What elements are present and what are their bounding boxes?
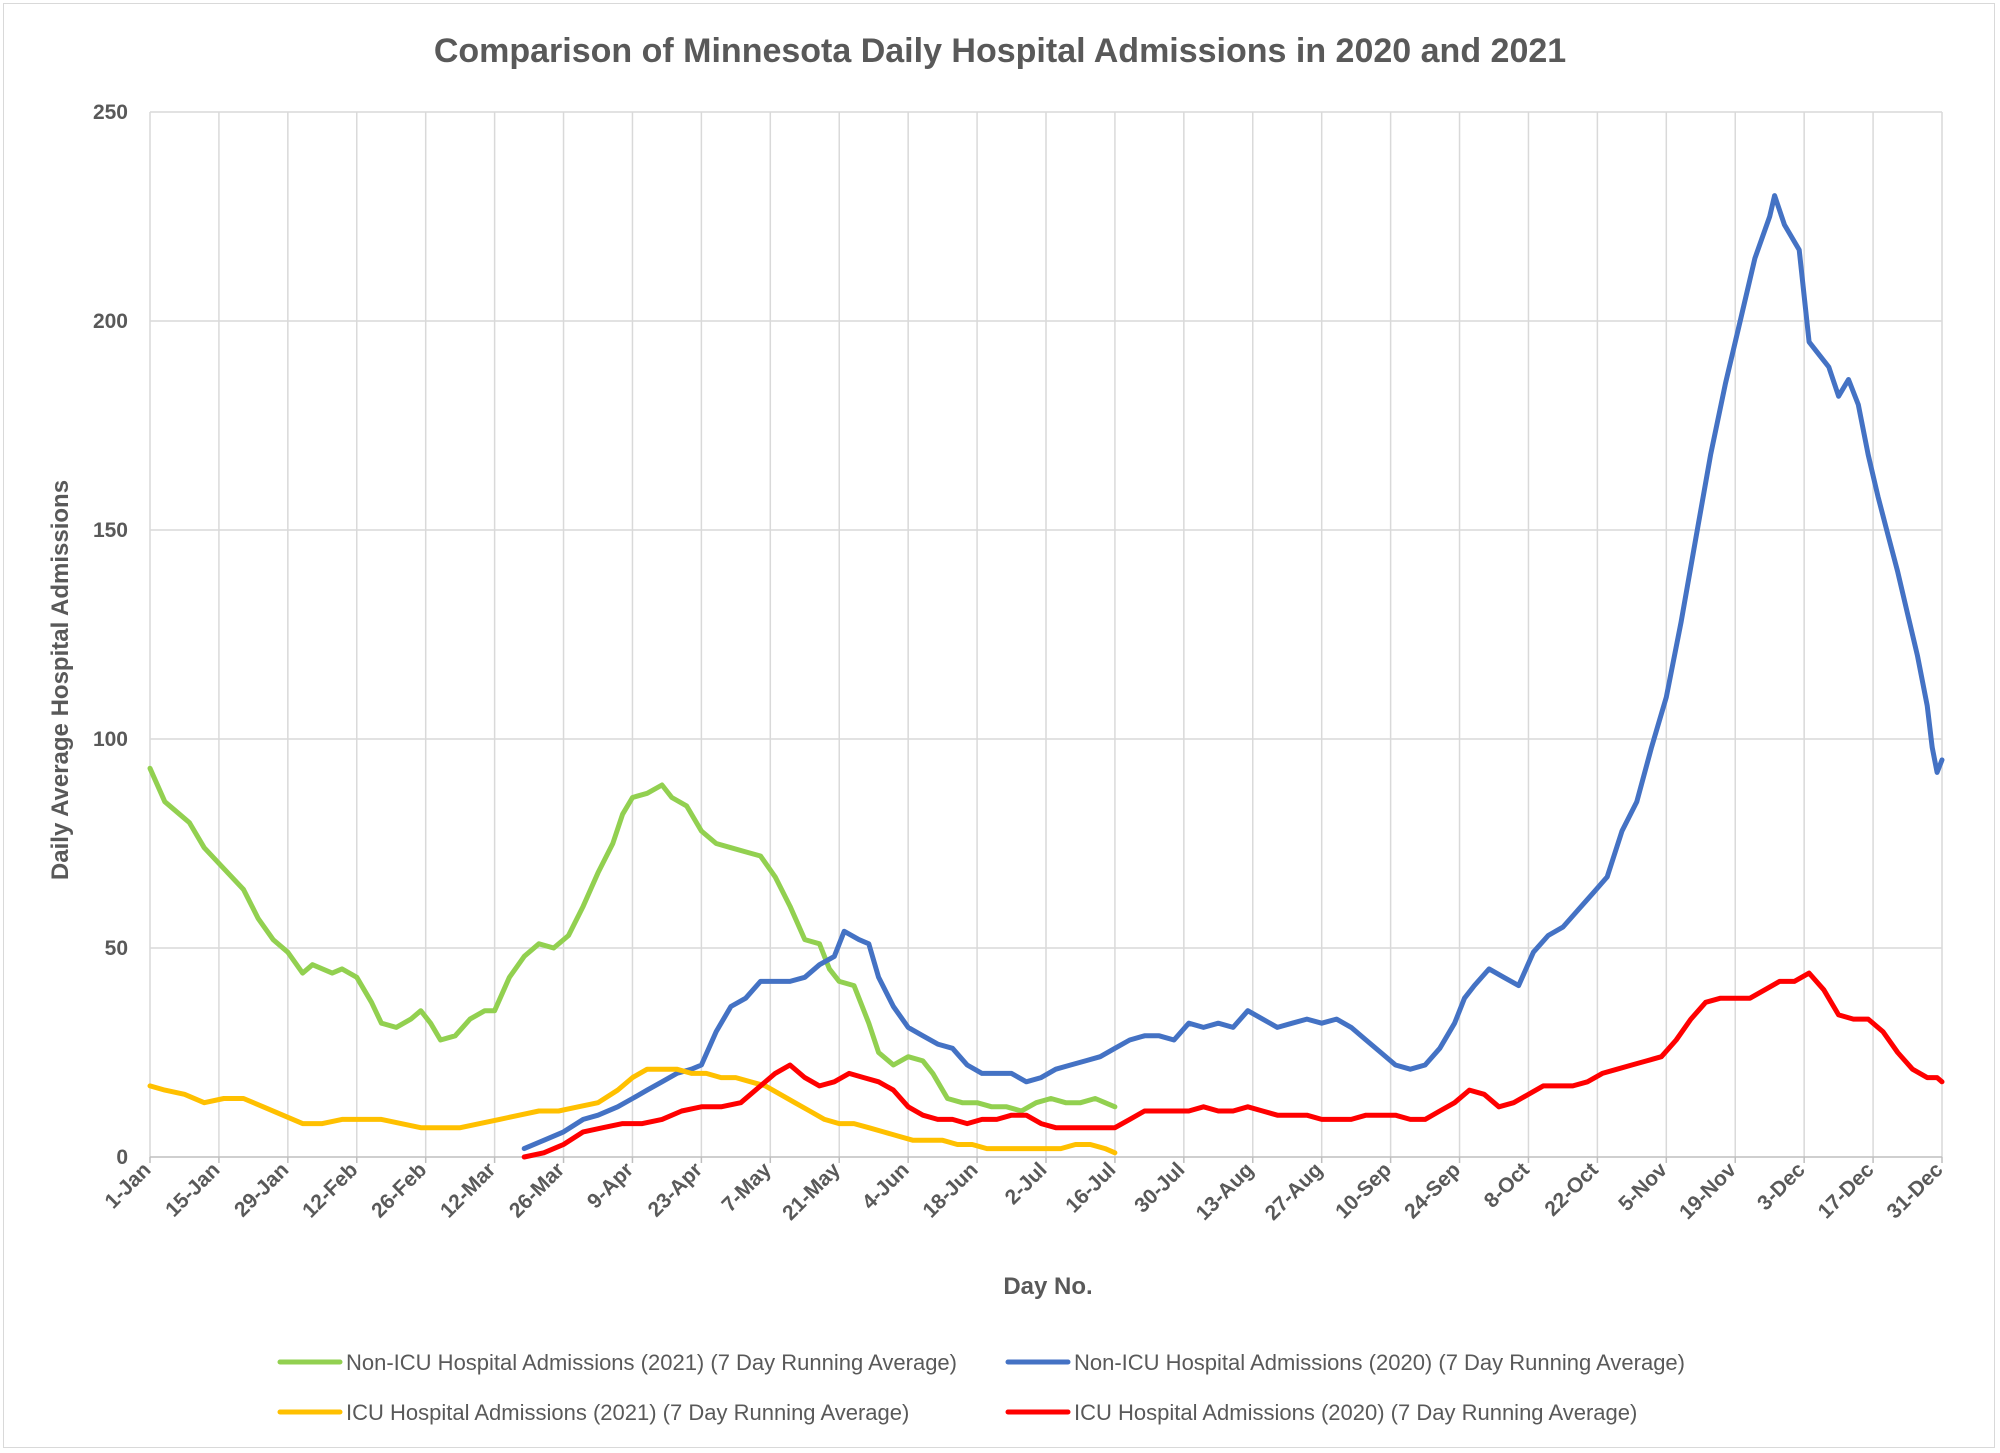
x-tick-label: 2-Jul	[1001, 1158, 1052, 1209]
y-axis-ticks: 0 50 100 150 200 250	[93, 101, 128, 1169]
x-tick-label: 24-Sep	[1400, 1158, 1465, 1223]
x-tick-label: 13-Aug	[1192, 1158, 1259, 1225]
x-tick-label: 9-Apr	[583, 1158, 638, 1213]
x-tick-label: 19-Nov	[1675, 1158, 1741, 1224]
x-tick-label: 30-Jul	[1130, 1158, 1189, 1217]
series-line-nonicu-2020	[521, 193, 1945, 1152]
x-tick-label: 4-Jun	[858, 1158, 914, 1214]
x-tick-label: 5-Nov	[1614, 1158, 1672, 1216]
x-tick-label: 10-Sep	[1331, 1158, 1396, 1223]
x-tick-label: 1-Jan	[100, 1158, 155, 1213]
legend-label: ICU Hospital Admissions (2020) (7 Day Ru…	[1074, 1400, 1637, 1425]
gridlines	[149, 111, 1943, 1163]
x-tick-label: 26-Mar	[505, 1158, 569, 1222]
y-tick-label: 50	[105, 937, 128, 960]
x-tick-label: 7-May	[717, 1158, 776, 1217]
y-axis-title: Daily Average Hospital Admissions	[47, 480, 74, 880]
y-tick-label: 250	[93, 101, 128, 124]
legend-label: ICU Hospital Admissions (2021) (7 Day Ru…	[346, 1400, 909, 1425]
y-tick-label: 200	[93, 310, 128, 333]
legend-label: Non-ICU Hospital Admissions (2020) (7 Da…	[1074, 1350, 1685, 1375]
y-tick-label: 150	[93, 519, 128, 542]
x-axis-title: Day No.	[1003, 1273, 1092, 1300]
y-tick-label: 100	[93, 728, 128, 751]
y-tick-label: 0	[116, 1146, 128, 1169]
x-tick-label: 17-Dec	[1814, 1158, 1879, 1223]
x-tick-label: 8-Oct	[1480, 1158, 1534, 1212]
x-tick-label: 22-Oct	[1540, 1158, 1602, 1220]
series-line-icu-2021	[147, 1066, 1118, 1156]
x-tick-label: 29-Jan	[230, 1158, 293, 1221]
series-line-icu-2020	[521, 970, 1945, 1160]
x-tick-label: 3-Dec	[1753, 1158, 1810, 1215]
x-tick-label: 21-May	[778, 1158, 845, 1225]
x-tick-label: 15-Jan	[161, 1158, 224, 1221]
series-lines	[147, 193, 1945, 1160]
x-axis-ticks: 1-Jan 15-Jan 29-Jan 12-Feb 26-Feb 12-Mar 26-Ma…	[100, 1158, 1947, 1225]
series-line-nonicu-2021	[147, 765, 1118, 1114]
legend: Non-ICU Hospital Admissions (2021) (7 Da…	[277, 1350, 1685, 1425]
x-tick-label: 27-Aug	[1261, 1158, 1328, 1225]
x-tick-label: 31-Dec	[1883, 1158, 1948, 1223]
x-tick-label: 12-Mar	[436, 1158, 500, 1222]
x-tick-label: 23-Apr	[644, 1158, 707, 1221]
legend-label: Non-ICU Hospital Admissions (2021) (7 Da…	[346, 1350, 957, 1375]
x-tick-label: 16-Jul	[1061, 1158, 1120, 1217]
chart-title: Comparison of Minnesota Daily Hospital A…	[434, 32, 1566, 70]
x-tick-label: 26-Feb	[367, 1158, 431, 1222]
x-tick-label: 18-Jun	[918, 1158, 982, 1222]
x-tick-label: 12-Feb	[298, 1158, 362, 1222]
chart-frame	[3, 3, 1995, 1448]
